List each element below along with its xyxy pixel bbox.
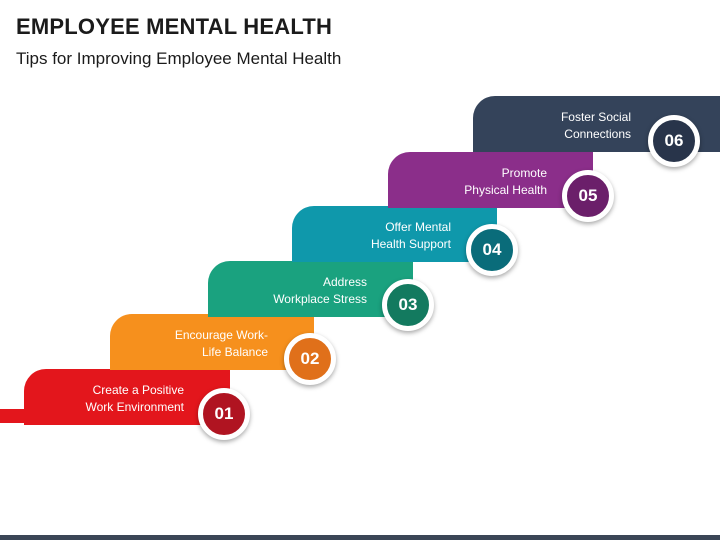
footer-bar bbox=[0, 535, 720, 540]
step-02-bar: Encourage Work- Life Balance bbox=[110, 314, 314, 370]
step-02-label: Encourage Work- Life Balance bbox=[174, 328, 268, 359]
stair-base-connector bbox=[0, 409, 24, 423]
step-01-label: Create a Positive Work Environment bbox=[85, 383, 184, 414]
step-03-number-badge: 03 bbox=[382, 279, 434, 331]
step-01-bar: Create a Positive Work Environment bbox=[24, 369, 230, 425]
step-06-number-badge: 06 bbox=[648, 115, 700, 167]
page-subtitle: Tips for Improving Employee Mental Healt… bbox=[16, 49, 342, 68]
step-01-number-badge: 01 bbox=[198, 388, 250, 440]
step-02-number-badge: 02 bbox=[284, 333, 336, 385]
step-05-label: Promote Physical Health bbox=[464, 166, 547, 197]
step-03-bar: Address Workplace Stress bbox=[208, 261, 413, 317]
step-03-label: Address Workplace Stress bbox=[273, 275, 367, 306]
step-05-bar: Promote Physical Health bbox=[388, 152, 593, 208]
step-05-number-badge: 05 bbox=[562, 170, 614, 222]
step-04-number-badge: 04 bbox=[466, 224, 518, 276]
step-06-label: Foster Social Connections bbox=[560, 110, 631, 141]
step-04-bar: Offer Mental Health Support bbox=[292, 206, 497, 262]
page-title: EMPLOYEE MENTAL HEALTH bbox=[16, 14, 333, 39]
step-04-label: Offer Mental Health Support bbox=[370, 220, 451, 251]
